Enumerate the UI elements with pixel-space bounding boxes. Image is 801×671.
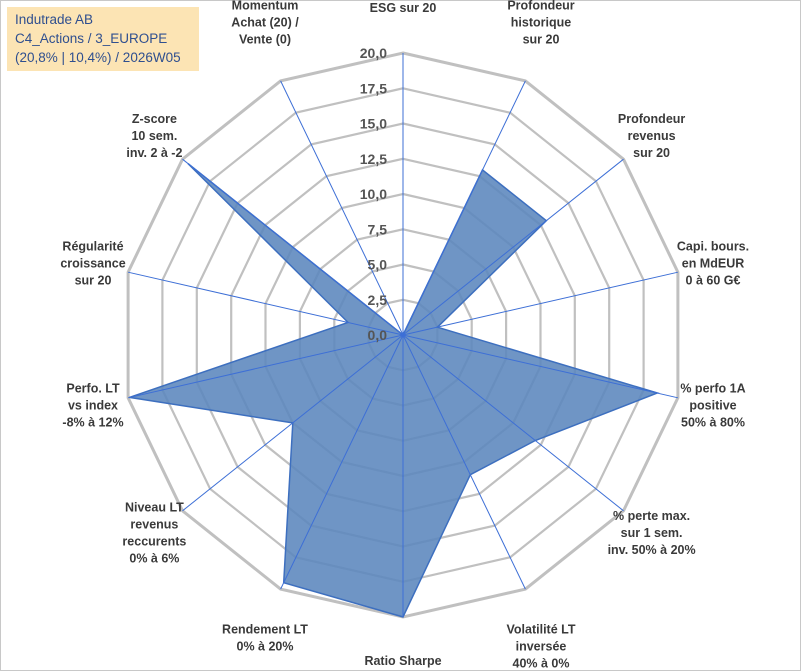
axis-label: NoteESG sur 20 [370, 0, 437, 15]
axis-label: Ratio Sharpe0 à 1 [364, 654, 441, 671]
axis-label-line: Perfo. LT [66, 381, 120, 395]
tick-label: 12,5 [360, 151, 387, 167]
radial-axis [127, 334, 404, 399]
axis-label-line: % perfo 1A [680, 381, 745, 395]
title-stats: (20,8% | 10,4%) / 2026W05 [15, 50, 181, 65]
axis-label-line: sur 1 sem. [621, 526, 683, 540]
axis-label-line: sur 20 [523, 33, 560, 47]
axis-label-line: Momentum [232, 0, 299, 13]
axis-label-line: historique [511, 16, 571, 30]
axis-label: % perfo 1A positive 50% à 80% [680, 381, 745, 429]
axis-label: Régularité croissance sur 20 [60, 240, 125, 288]
axis-label-line: 40% à 0% [513, 657, 570, 671]
tick-label: 17,5 [360, 80, 387, 96]
radar-series-layer [127, 53, 679, 618]
axis-label-line: Achat (20) / [231, 16, 299, 30]
axis-label-line: ESG sur 20 [370, 1, 437, 15]
axis-label-line: Rendement LT [222, 623, 308, 637]
axis-label-line: 50% à 80% [681, 415, 745, 429]
axis-label-line: vs index [68, 398, 118, 412]
axis-label: Z-score 10 sem. inv. 2 à -2 [126, 112, 182, 160]
axis-label: Capi. bours. en MdEUR 0 à 60 G€ [677, 240, 749, 288]
axis-label-line: Niveau LT [125, 500, 184, 514]
axis-label: % perte max. sur 1 sem. inv. 50% à 20% [608, 509, 696, 557]
radial-axis [402, 80, 526, 336]
axis-label-line: revenus [628, 129, 676, 143]
axis-label-line: revenus [130, 517, 178, 531]
axis-label: Niveau LT revenus reccurents 0% à 6% [122, 500, 186, 565]
radial-axis [402, 334, 679, 399]
axis-label-line: Z-score [132, 112, 177, 126]
axis-label-line: croissance [60, 257, 125, 271]
axis-label-line: positive [689, 398, 736, 412]
axis-label-line: sur 20 [75, 274, 112, 288]
radial-axis [402, 158, 624, 336]
axis-label: Profondeur revenus sur 20 [618, 112, 685, 160]
radial-tick-labels: 0,0 2,5 5,0 7,5 10,0 12,5 15,0 17,5 20,0 [360, 45, 387, 343]
tick-label: 7,5 [368, 221, 388, 237]
axis-label-line: 0 à 60 G€ [686, 274, 741, 288]
radial-axis [280, 334, 404, 590]
tick-label: 20,0 [360, 45, 387, 61]
axis-label-line: Profondeur [618, 112, 685, 126]
chart-title-box: Indutrade AB C4_Actions / 3_EUROPE (20,8… [7, 7, 199, 71]
tick-label: 2,5 [368, 292, 388, 308]
radial-axis [402, 334, 624, 512]
axis-label-line: inversée [516, 640, 567, 654]
axis-label-line: reccurents [122, 534, 186, 548]
axis-label-line: 0% à 20% [237, 640, 294, 654]
series-area-0 [129, 163, 660, 618]
axis-label-line: Volatilité LT [507, 623, 576, 637]
title-category: C4_Actions / 3_EUROPE [15, 31, 168, 46]
axis-label-line: en MdEUR [682, 257, 745, 271]
axis-label: Profondeur historique sur 20 [507, 0, 574, 47]
axis-label: Perfo. LT vs index -8% à 12% [62, 381, 123, 429]
tick-label: 10,0 [360, 186, 387, 202]
radial-axis [280, 80, 404, 336]
axis-label-line: 10 sem. [131, 129, 177, 143]
radial-axis [402, 334, 526, 590]
radial-axis [182, 334, 404, 512]
radial-axis [182, 158, 404, 336]
axis-label: Rendement LT 0% à 20% [222, 623, 308, 654]
tick-label: 15,0 [360, 116, 387, 132]
tick-label: 0,0 [368, 327, 388, 343]
axis-label-line: inv. 2 à -2 [126, 146, 182, 160]
axis-labels: NoteESG sur 20 Profondeur historique sur 20… [60, 0, 749, 671]
axis-label: Momentum Achat (20) / Vente (0) [231, 0, 299, 47]
axis-label: Volatilité LT inversée 40% à 0% [507, 623, 576, 671]
axis-label-line: Vente (0) [239, 33, 291, 47]
title-company: Indutrade AB [15, 12, 94, 27]
axis-label-line: inv. 50% à 20% [608, 543, 696, 557]
axis-label-line: Capi. bours. [677, 240, 749, 254]
radial-axis [402, 271, 679, 336]
radial-axis [127, 271, 404, 336]
tick-label: 5,0 [368, 257, 388, 273]
axis-label-line: -8% à 12% [62, 415, 123, 429]
axis-label-line: % perte max. [613, 509, 690, 523]
axis-label-line: sur 20 [633, 146, 670, 160]
axis-label-line: Profondeur [507, 0, 574, 13]
axis-label-line: Ratio Sharpe [364, 654, 441, 668]
axis-label-line: 0% à 6% [129, 551, 179, 565]
axis-label-line: Régularité [62, 240, 123, 254]
